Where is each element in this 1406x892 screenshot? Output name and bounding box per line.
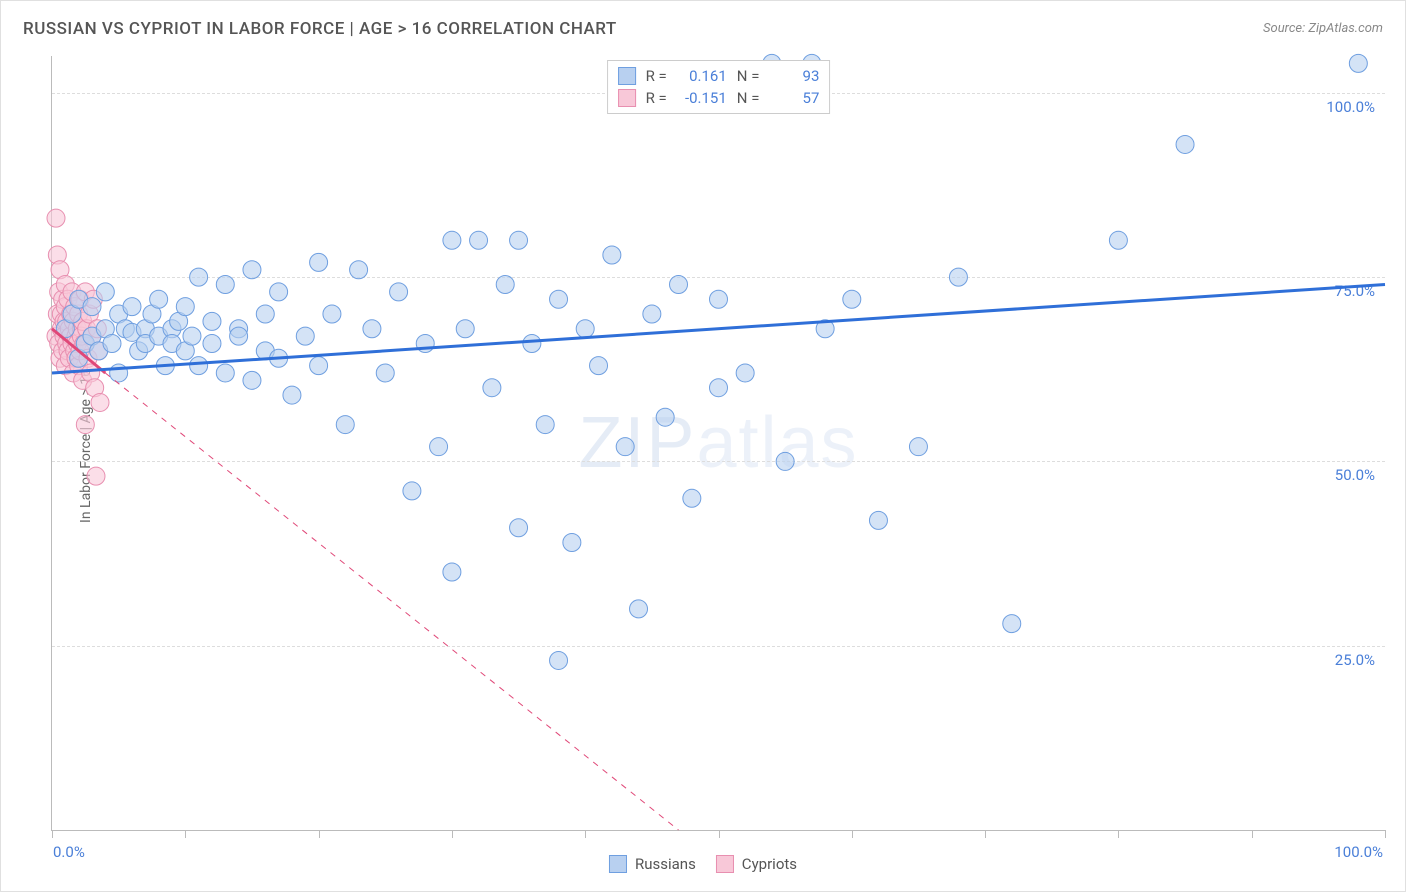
scatter-point: [91, 393, 109, 411]
r-value-cypriots: -0.151: [677, 89, 727, 107]
n-label: N =: [737, 89, 760, 107]
scatter-point: [323, 305, 341, 323]
scatter-point: [403, 482, 421, 500]
scatter-point: [736, 364, 754, 382]
scatter-point: [336, 416, 354, 434]
scatter-point: [47, 209, 65, 227]
scatter-point: [216, 364, 234, 382]
scatter-point: [536, 416, 554, 434]
chart-container: RUSSIAN VS CYPRIOT IN LABOR FORCE | AGE …: [0, 0, 1406, 892]
scatter-point: [203, 334, 221, 352]
scatter-point: [243, 371, 261, 389]
swatch-russians: [609, 855, 627, 873]
scatter-point: [96, 283, 114, 301]
scatter-point: [670, 276, 688, 294]
scatter-point: [216, 276, 234, 294]
scatter-point: [523, 334, 541, 352]
scatter-point: [256, 305, 274, 323]
scatter-point: [283, 386, 301, 404]
scatter-point: [310, 357, 328, 375]
correlation-row-russians: R = 0.161 N = 93: [618, 65, 820, 87]
scatter-point: [550, 290, 568, 308]
trend-line: [105, 373, 678, 830]
scatter-point: [949, 268, 967, 286]
scatter-point: [776, 452, 794, 470]
scatter-point: [1176, 135, 1194, 153]
scatter-point: [310, 253, 328, 271]
x-min-label: 0.0%: [53, 843, 85, 861]
scatter-point: [183, 327, 201, 345]
plot-area: ZIPatlas 25.0%50.0%75.0%100.0% R = 0.161…: [51, 56, 1385, 831]
scatter-point: [103, 334, 121, 352]
scatter-point: [710, 379, 728, 397]
scatter-point: [190, 357, 208, 375]
scatter-point: [496, 276, 514, 294]
scatter-point: [296, 327, 314, 345]
scatter-point: [203, 312, 221, 330]
x-max-label: 100.0%: [1334, 843, 1383, 861]
chart-title: RUSSIAN VS CYPRIOT IN LABOR FORCE | AGE …: [23, 19, 617, 39]
source-attribution: Source: ZipAtlas.com: [1263, 21, 1383, 36]
scatter-point: [510, 231, 528, 249]
scatter-point: [603, 246, 621, 264]
scatter-point: [87, 467, 105, 485]
scatter-point: [1003, 615, 1021, 633]
scatter-point: [643, 305, 661, 323]
swatch-russians: [618, 67, 636, 85]
scatter-point: [376, 364, 394, 382]
scatter-point: [869, 511, 887, 529]
scatter-point: [270, 283, 288, 301]
scatter-point: [483, 379, 501, 397]
scatter-point: [243, 261, 261, 279]
scatter-point: [550, 651, 568, 669]
scatter-point: [630, 600, 648, 618]
scatter-point: [83, 298, 101, 316]
scatter-point: [656, 408, 674, 426]
scatter-point: [576, 320, 594, 338]
scatter-point: [390, 283, 408, 301]
scatter-point: [230, 327, 248, 345]
scatter-point: [363, 320, 381, 338]
r-value-russians: 0.161: [677, 67, 727, 85]
series-legend: Russians Cypriots: [609, 855, 797, 873]
scatter-point: [710, 290, 728, 308]
legend-item-russians: Russians: [609, 855, 696, 873]
correlation-row-cypriots: R = -0.151 N = 57: [618, 87, 820, 109]
n-value-russians: 93: [769, 67, 819, 85]
correlation-legend: R = 0.161 N = 93 R = -0.151 N = 57: [607, 60, 831, 114]
scatter-point: [176, 298, 194, 316]
scatter-point: [590, 357, 608, 375]
scatter-point: [430, 438, 448, 456]
legend-label-cypriots: Cypriots: [742, 855, 797, 873]
scatter-point: [470, 231, 488, 249]
scatter-point: [843, 290, 861, 308]
n-value-cypriots: 57: [769, 89, 819, 107]
scatter-point: [190, 268, 208, 286]
scatter-point: [616, 438, 634, 456]
scatter-point: [123, 298, 141, 316]
n-label: N =: [737, 67, 760, 85]
scatter-point: [510, 519, 528, 537]
r-label: R =: [646, 89, 667, 107]
scatter-point: [1109, 231, 1127, 249]
scatter-point: [563, 534, 581, 552]
scatter-point: [683, 489, 701, 507]
r-label: R =: [646, 67, 667, 85]
scatter-point: [443, 231, 461, 249]
scatter-point: [909, 438, 927, 456]
scatter-point: [150, 290, 168, 308]
scatter-point: [76, 416, 94, 434]
legend-label-russians: Russians: [635, 855, 696, 873]
legend-item-cypriots: Cypriots: [716, 855, 797, 873]
scatter-point: [456, 320, 474, 338]
swatch-cypriots: [618, 89, 636, 107]
swatch-cypriots: [716, 855, 734, 873]
scatter-point: [443, 563, 461, 581]
scatter-plot-svg: [52, 56, 1385, 830]
scatter-point: [1349, 54, 1367, 72]
scatter-point: [350, 261, 368, 279]
